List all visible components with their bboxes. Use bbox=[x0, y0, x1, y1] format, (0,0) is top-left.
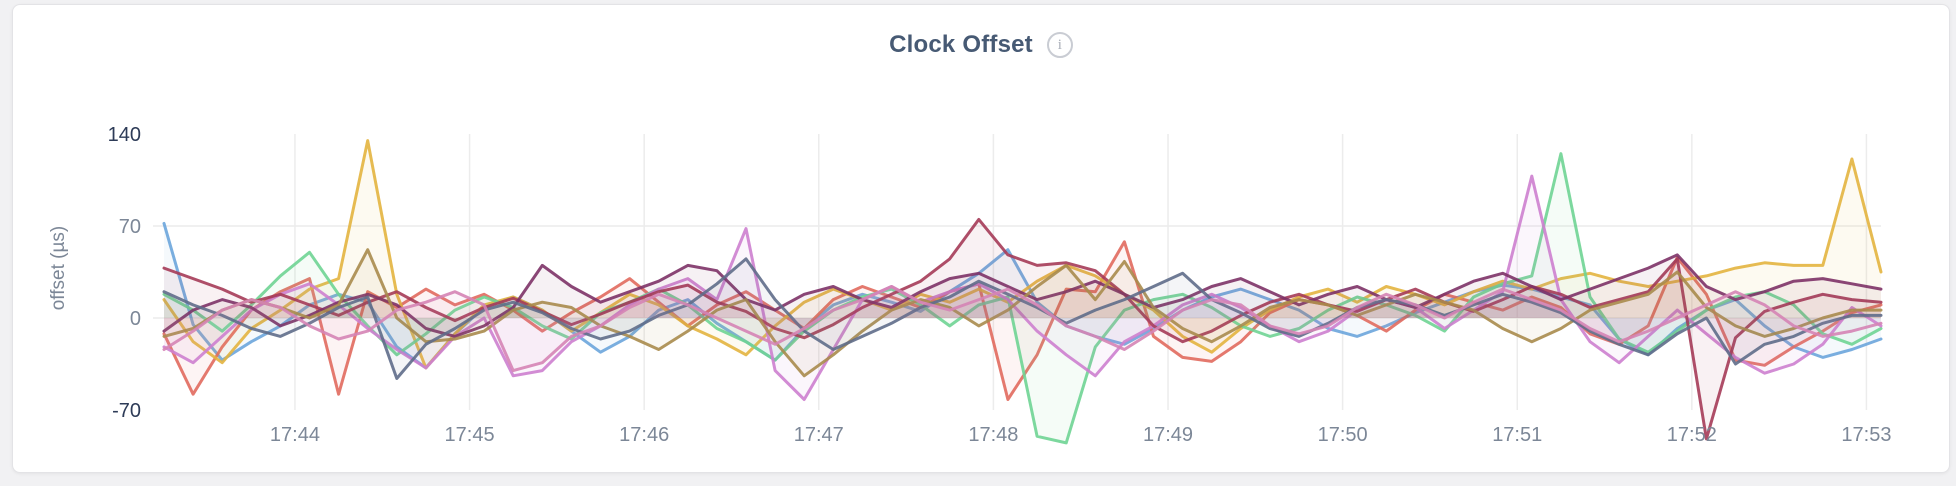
x-tick-label: 17:50 bbox=[1318, 424, 1368, 446]
y-tick-label: 0 bbox=[130, 308, 141, 330]
x-tick-label: 17:47 bbox=[794, 424, 844, 446]
x-tick-label: 17:52 bbox=[1667, 424, 1717, 446]
x-tick-label: 17:51 bbox=[1492, 424, 1542, 446]
chart-title: Clock Offset bbox=[889, 31, 1033, 58]
x-tick-label: 17:48 bbox=[968, 424, 1018, 446]
x-tick-label: 17:45 bbox=[445, 424, 495, 446]
x-tick-label: 17:44 bbox=[270, 424, 320, 446]
x-tick-label: 17:46 bbox=[619, 424, 669, 446]
y-tick-label: 140 bbox=[108, 124, 141, 146]
y-tick-label: 70 bbox=[119, 216, 141, 238]
clock-offset-panel: Clock Offset i offset (µs) 140 70 0 -70 17:4… bbox=[12, 4, 1950, 473]
info-icon[interactable]: i bbox=[1046, 32, 1073, 58]
y-tick-label: -70 bbox=[112, 400, 141, 422]
chart-header: Clock Offset i bbox=[13, 31, 1949, 59]
x-tick-label: 17:53 bbox=[1841, 424, 1891, 446]
chart-canvas: 140 70 0 -70 17:44 17:45 17:46 17:47 17:48 17:49 1… bbox=[108, 124, 1892, 446]
x-tick-label: 17:49 bbox=[1143, 424, 1193, 446]
